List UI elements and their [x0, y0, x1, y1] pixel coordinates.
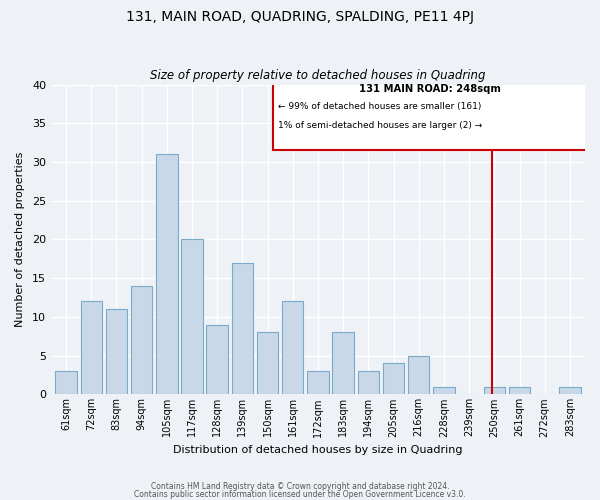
Bar — [206, 324, 228, 394]
Text: Contains HM Land Registry data © Crown copyright and database right 2024.: Contains HM Land Registry data © Crown c… — [151, 482, 449, 491]
Bar — [332, 332, 354, 394]
Bar — [484, 386, 505, 394]
Text: ← 99% of detached houses are smaller (161): ← 99% of detached houses are smaller (16… — [278, 102, 481, 112]
Text: Contains public sector information licensed under the Open Government Licence v3: Contains public sector information licen… — [134, 490, 466, 499]
Text: 1% of semi-detached houses are larger (2) →: 1% of semi-detached houses are larger (2… — [278, 121, 482, 130]
Bar — [257, 332, 278, 394]
Bar — [80, 302, 102, 394]
Bar — [282, 302, 304, 394]
Y-axis label: Number of detached properties: Number of detached properties — [15, 152, 25, 327]
Title: Size of property relative to detached houses in Quadring: Size of property relative to detached ho… — [150, 69, 486, 82]
Bar — [55, 371, 77, 394]
X-axis label: Distribution of detached houses by size in Quadring: Distribution of detached houses by size … — [173, 445, 463, 455]
Text: 131 MAIN ROAD: 248sqm: 131 MAIN ROAD: 248sqm — [359, 84, 501, 94]
Bar — [509, 386, 530, 394]
Bar — [358, 371, 379, 394]
Bar — [232, 262, 253, 394]
Text: 131, MAIN ROAD, QUADRING, SPALDING, PE11 4PJ: 131, MAIN ROAD, QUADRING, SPALDING, PE11… — [126, 10, 474, 24]
Bar — [383, 364, 404, 394]
Bar — [181, 240, 203, 394]
Bar — [156, 154, 178, 394]
Bar — [131, 286, 152, 395]
Bar — [307, 371, 329, 394]
Bar — [106, 309, 127, 394]
FancyBboxPatch shape — [272, 80, 587, 150]
Bar — [559, 386, 581, 394]
Bar — [408, 356, 430, 395]
Bar — [433, 386, 455, 394]
